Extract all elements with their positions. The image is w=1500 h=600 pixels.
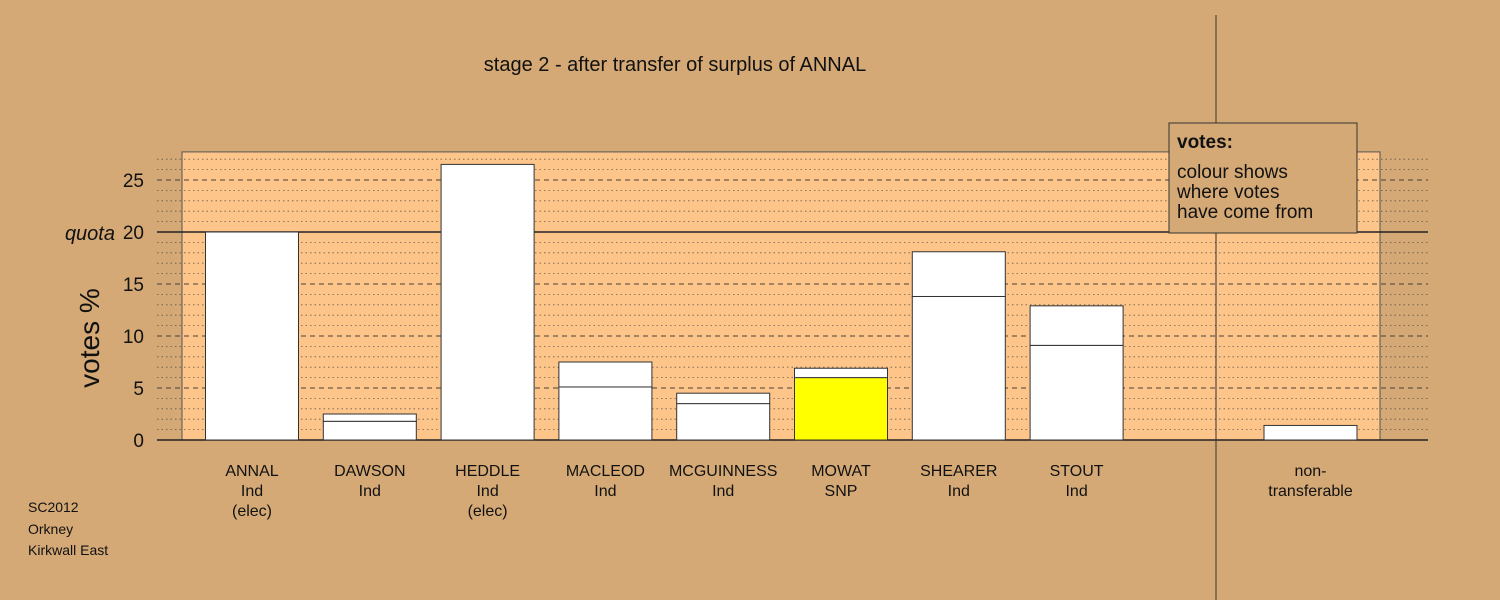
- bar-first-preference: [1029, 344, 1124, 441]
- candidate-party: Ind: [359, 483, 381, 500]
- legend-line: have come from: [1177, 202, 1313, 223]
- y-tick-label: 15: [123, 275, 144, 296]
- bar-transfer: [558, 361, 653, 388]
- candidate-name: MCGUINNESS: [669, 463, 777, 480]
- candidate-name: SHEARER: [920, 463, 997, 480]
- candidate-party: Ind: [594, 483, 616, 500]
- bar-first-preference: [440, 163, 535, 441]
- x-axis-labels: ANNAL Ind (elec) DAWSON Ind HEDDLE Ind (elec) MA…: [225, 463, 1353, 520]
- candidate-party: Ind: [948, 483, 970, 500]
- footer-ward: Kirkwall East: [28, 542, 108, 558]
- bar-transfer: [911, 251, 1006, 297]
- candidate-status: (elec): [232, 503, 272, 520]
- footer-council: Orkney: [28, 521, 73, 537]
- legend: votes: colour shows where votes have com…: [1168, 122, 1358, 234]
- non-transferable-label: transferable: [1268, 483, 1353, 500]
- quota-label: quota: [65, 223, 115, 245]
- chart-title: stage 2 - after transfer of surplus of A…: [484, 54, 866, 76]
- legend-heading: votes:: [1177, 132, 1233, 153]
- bar-transfer: [676, 392, 771, 405]
- y-tick-label: 20: [123, 223, 144, 244]
- candidate-party: Ind: [1065, 483, 1087, 500]
- candidate-name: HEDDLE: [455, 463, 520, 480]
- y-tick-label: 0: [133, 431, 144, 452]
- bar-transfer: [322, 413, 417, 422]
- legend-line: where votes: [1176, 182, 1279, 203]
- candidate-name: STOUT: [1050, 463, 1104, 480]
- bar-non-transferable: [1263, 424, 1358, 441]
- y-tick-label: 10: [123, 327, 144, 348]
- bar-first-preference: [322, 420, 417, 441]
- legend-line: colour shows: [1177, 162, 1288, 183]
- candidate-name: ANNAL: [225, 463, 278, 480]
- bar-transfer: [794, 367, 888, 379]
- candidate-party: SNP: [825, 483, 858, 500]
- candidate-name: MOWAT: [811, 463, 871, 480]
- candidate-name: DAWSON: [334, 463, 405, 480]
- y-tick-label: 5: [133, 379, 144, 400]
- legend-box: [1168, 122, 1358, 234]
- bar-first-preference: [676, 403, 771, 441]
- bar-first-preference: [911, 295, 1006, 441]
- candidate-party: Ind: [241, 483, 263, 500]
- candidate-name: MACLEOD: [566, 463, 645, 480]
- non-transferable-label: non-: [1294, 463, 1326, 480]
- footer-election: SC2012: [28, 499, 79, 515]
- footer: SC2012 Orkney Kirkwall East: [28, 499, 108, 558]
- y-axis: 0 5 10 15 20 25: [123, 171, 144, 452]
- bar-first-preference: [558, 386, 653, 441]
- candidate-status: (elec): [468, 503, 508, 520]
- y-tick-label: 25: [123, 171, 144, 192]
- candidate-party: Ind: [712, 483, 734, 500]
- bar-first-preference: [205, 231, 299, 441]
- bars: [205, 163, 1358, 441]
- bar-transfer: [1029, 305, 1124, 346]
- bar-first-preference: [794, 377, 888, 441]
- candidate-party: Ind: [476, 483, 498, 500]
- y-axis-label: votes %: [74, 288, 105, 388]
